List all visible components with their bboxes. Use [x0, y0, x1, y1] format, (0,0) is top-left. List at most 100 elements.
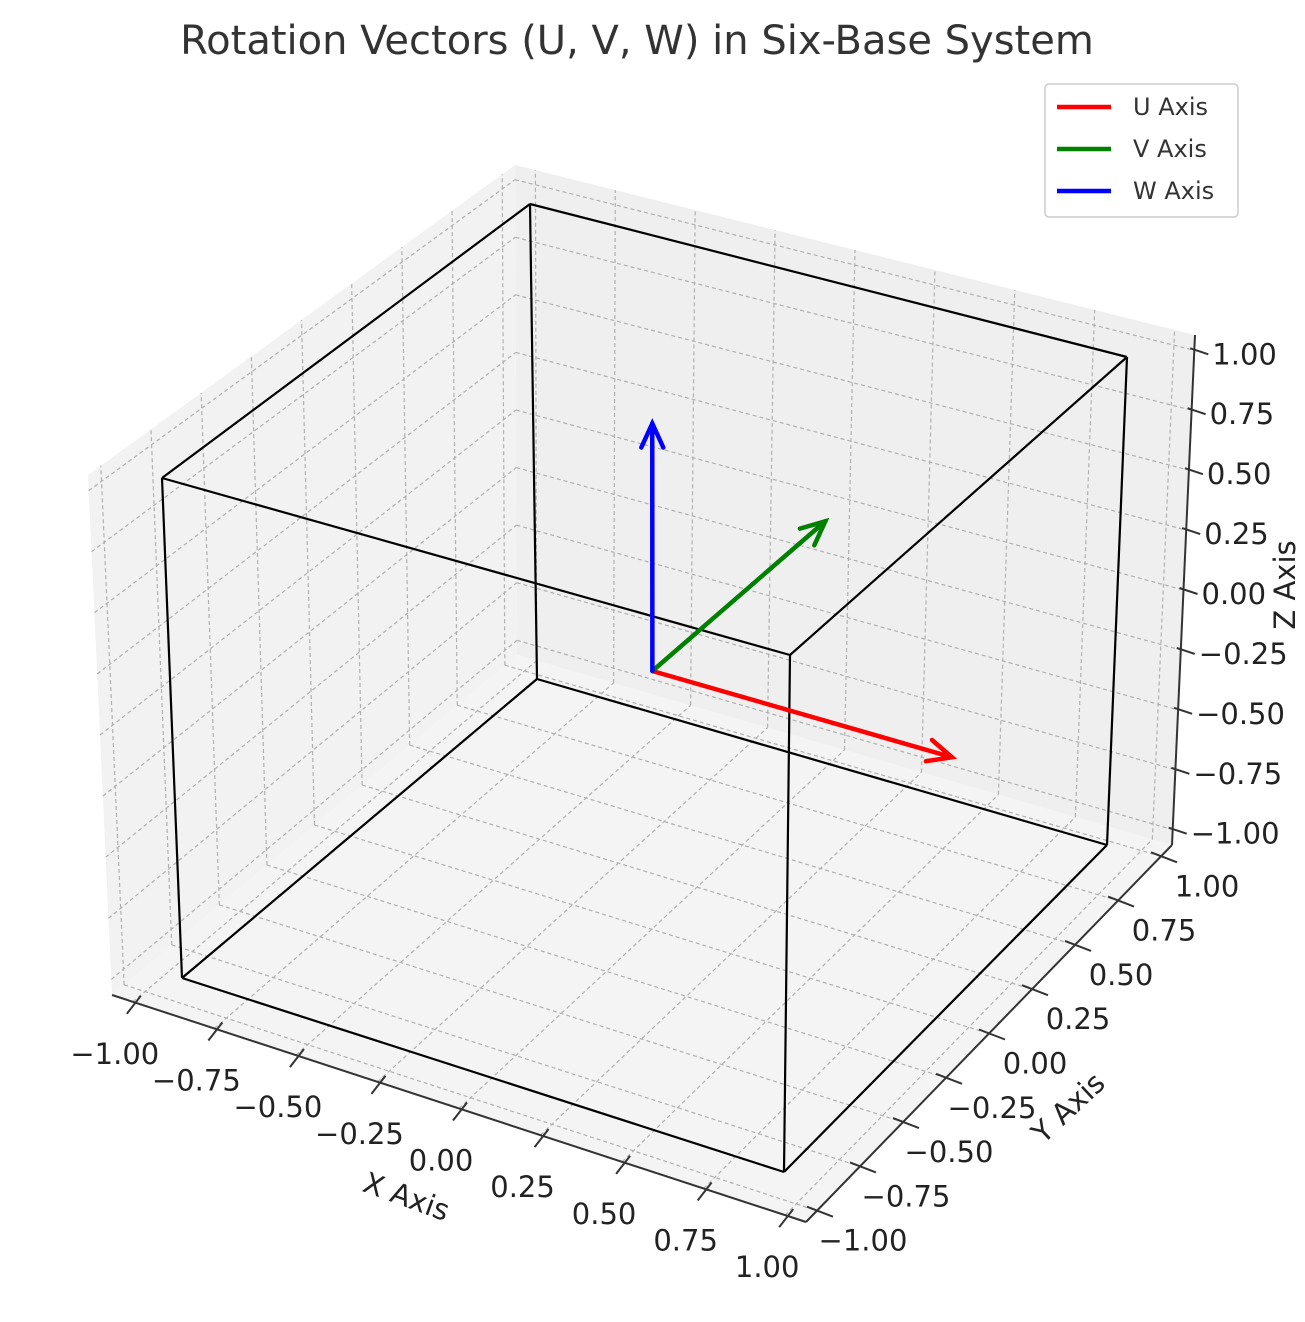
axes-panes: [88, 165, 1195, 1222]
x-tick-label: −0.50: [233, 1090, 322, 1124]
x-tick: [370, 1075, 387, 1095]
grid-line: [213, 682, 615, 1029]
vector-shaft: [650, 519, 828, 674]
cube-edge: [181, 678, 538, 979]
grid-line: [1151, 329, 1176, 840]
x-tick: [696, 1181, 713, 1202]
x-tick-label: 0.25: [490, 1170, 555, 1204]
z-axis-label: Z Axis: [1268, 540, 1302, 629]
grid-line: [377, 727, 768, 1083]
z-tick: [1187, 407, 1206, 416]
z-tick: [1171, 766, 1190, 775]
grid-line: [515, 351, 1187, 531]
z-tick-label: 0.75: [1210, 397, 1275, 431]
grid-line: [200, 392, 220, 905]
x-axis-line: [111, 994, 807, 1223]
cube-edge: [528, 203, 539, 680]
grid-line: [88, 179, 516, 492]
x-tick: [778, 1208, 794, 1228]
legend: U Axis V Axis W Axis: [1044, 83, 1239, 218]
grid-line: [451, 210, 458, 706]
grid-line: [997, 289, 1016, 795]
cube-edge: [161, 476, 791, 657]
y-tick: [935, 1072, 963, 1085]
grid-line: [515, 409, 1184, 591]
tick-marks: −1.00−1.00−1.00−0.75−0.75−0.75−0.50−0.50…: [70, 337, 1287, 1284]
z-tick-label: −0.25: [1199, 637, 1288, 671]
grid-line: [250, 356, 268, 865]
grid-line: [516, 639, 1173, 831]
grid-line: [401, 247, 411, 746]
grid-line: [300, 319, 316, 826]
z-tick-label: 0.25: [1204, 517, 1269, 551]
grid-line: [534, 170, 538, 661]
legend-label: U Axis: [1133, 93, 1208, 121]
grid-line: [515, 294, 1190, 471]
grid-line: [514, 179, 1195, 351]
grid-line: [150, 429, 173, 945]
z-tick: [1168, 826, 1188, 835]
vector-shaft: [650, 668, 955, 760]
z-tick-label: −0.75: [1193, 757, 1282, 791]
y-tick-label: 0.00: [1003, 1047, 1068, 1081]
x-tick-label: −0.75: [152, 1063, 241, 1097]
rotation-vectors: [639, 418, 958, 764]
cube-edge: [1105, 356, 1129, 846]
legend-label: V Axis: [1133, 135, 1207, 163]
vector-arrowhead: [797, 517, 830, 548]
grid-line: [515, 236, 1192, 411]
floor-pane: [112, 655, 1172, 1222]
x-tick-label: −0.25: [315, 1117, 404, 1151]
z-tick: [1176, 646, 1196, 655]
x-tick-label: 0.50: [572, 1197, 637, 1231]
z-tick-label: 1.00: [1212, 337, 1277, 371]
legend-box: [1044, 83, 1239, 218]
y-tick-label: −0.75: [862, 1179, 951, 1213]
x-tick-label: 0.75: [653, 1224, 718, 1258]
z-tick: [1179, 587, 1198, 595]
grid-line: [219, 904, 904, 1123]
grid-line: [409, 744, 1076, 946]
left-pane: [88, 165, 517, 995]
y-tick: [1107, 895, 1135, 908]
z-tick: [1189, 347, 1209, 356]
grid-line: [295, 704, 691, 1056]
grid-line: [171, 944, 861, 1167]
grid-line: [314, 824, 990, 1035]
grid-line: [458, 749, 845, 1109]
y-tick-label: 0.25: [1046, 1002, 1111, 1036]
cube-edge: [782, 654, 792, 1173]
y-tick: [892, 1117, 920, 1130]
grid-line: [843, 249, 856, 751]
grid-line: [516, 524, 1179, 711]
cube-edge: [536, 677, 1108, 847]
legend-label: W Axis: [1133, 177, 1214, 205]
grid-line: [621, 794, 999, 1163]
cube-edge: [161, 203, 531, 479]
cube-edge: [160, 477, 184, 979]
z-tick-label: −1.00: [1191, 817, 1280, 851]
y-tick: [978, 1028, 1006, 1041]
x-tick: [615, 1155, 631, 1175]
y-tick: [849, 1161, 877, 1174]
grid-line: [504, 664, 1162, 857]
cube-edge: [529, 202, 1128, 359]
x-tick: [289, 1048, 305, 1068]
y-tick-label: −0.50: [905, 1135, 994, 1169]
grid-line: [766, 230, 776, 728]
grid-line: [784, 838, 1153, 1216]
x-tick: [452, 1101, 468, 1122]
x-tick: [207, 1021, 224, 1042]
z-tick-label: 0.00: [1202, 577, 1267, 611]
x-tick: [126, 995, 142, 1015]
back-pane: [515, 165, 1195, 845]
y-tick-label: 0.50: [1089, 958, 1154, 992]
cube-edge: [783, 844, 1108, 1173]
grid-line: [540, 771, 922, 1136]
z-tick: [1184, 467, 1204, 476]
vector-arrowhead: [639, 418, 666, 450]
y-tick: [1064, 939, 1092, 952]
y-tick: [1150, 851, 1178, 864]
x-tick-label: 0.00: [409, 1144, 474, 1178]
